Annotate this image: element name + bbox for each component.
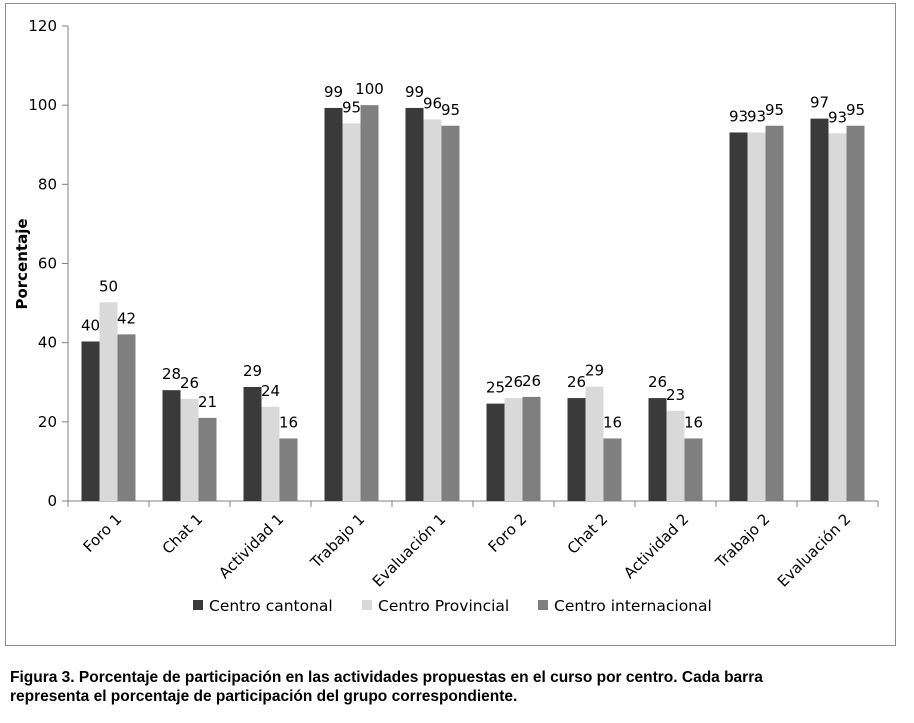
bar [180,398,199,501]
data-label: 97 [810,94,829,112]
category-label: Evaluación 2 [774,510,854,590]
category-label: Foro 2 [485,510,531,556]
bar [360,105,379,502]
data-label: 26 [180,374,199,392]
y-tick-label: 20 [38,413,57,431]
y-axis-title: Porcentaje [13,218,31,309]
data-label: 40 [81,316,100,334]
legend-swatch [362,600,372,610]
data-label: 26 [567,373,586,391]
bar [522,396,541,501]
data-label: 95 [846,101,865,119]
data-label: 26 [648,373,667,391]
legend-swatch [193,600,203,610]
legend-label: Centro cantonal [209,597,333,615]
bar [99,302,118,501]
data-label: 26 [504,373,523,391]
data-label: 28 [162,365,181,383]
data-label: 16 [279,413,298,431]
bar [117,334,136,501]
data-label: 96 [423,94,442,112]
data-label: 25 [486,379,505,397]
data-label: 29 [585,362,604,380]
category-label: Trabajo 1 [306,510,368,572]
bar [585,386,604,501]
bar [423,119,442,502]
data-label: 93 [747,107,766,125]
category-label: Trabajo 2 [711,510,773,572]
bar [603,438,622,501]
bar [342,123,361,501]
data-label: 93 [729,107,748,125]
data-label: 29 [243,362,262,380]
category-label: Actividad 2 [620,510,692,582]
bar [441,125,460,501]
y-tick-label: 120 [28,17,57,35]
bar [810,118,829,501]
bar [684,438,703,501]
data-label: 95 [342,98,361,116]
bar [243,387,262,501]
bar [81,341,100,501]
data-label: 50 [99,277,118,295]
bar [504,398,523,501]
category-label: Chat 1 [159,510,207,558]
data-label: 42 [117,309,136,327]
bar [747,132,766,501]
bar [567,398,586,501]
data-label: 95 [441,101,460,119]
bar [828,133,847,502]
category-label: Chat 2 [564,510,612,558]
caption-line-2: representa el porcentaje de participació… [10,688,518,705]
legend-swatch [538,600,548,610]
category-label: Actividad 1 [215,510,287,582]
data-label: 99 [324,83,343,101]
caption-line-1: Figura 3. Porcentaje de participación en… [10,669,763,686]
data-label: 99 [405,83,424,101]
bar [846,125,865,501]
data-label: 16 [684,413,703,431]
bar [198,417,217,501]
bar [261,406,280,501]
legend-label: Centro internacional [554,597,712,615]
figure-caption: Figura 3. Porcentaje de participación en… [10,668,890,706]
category-label: Foro 1 [80,510,126,556]
legend-label: Centro Provincial [378,597,509,615]
bar [648,398,667,501]
category-label: Evaluación 1 [369,510,449,590]
bar [324,107,343,501]
data-label: 100 [355,80,384,98]
data-label: 24 [261,382,280,400]
data-label: 16 [603,413,622,431]
y-tick-label: 40 [38,334,57,352]
data-label: 21 [198,393,217,411]
bar [279,438,298,501]
bar [729,132,748,501]
data-label: 93 [828,108,847,126]
bar [162,390,181,501]
y-tick-label: 100 [28,96,57,114]
bar [405,107,424,501]
y-tick-label: 0 [47,492,57,510]
bar [486,403,505,501]
bar [765,125,784,501]
y-tick-label: 80 [38,175,57,193]
data-label: 23 [666,386,685,404]
data-label: 26 [522,372,541,390]
y-tick-label: 60 [38,255,57,273]
chart-area [5,3,896,646]
bar [666,410,685,501]
data-label: 95 [765,101,784,119]
